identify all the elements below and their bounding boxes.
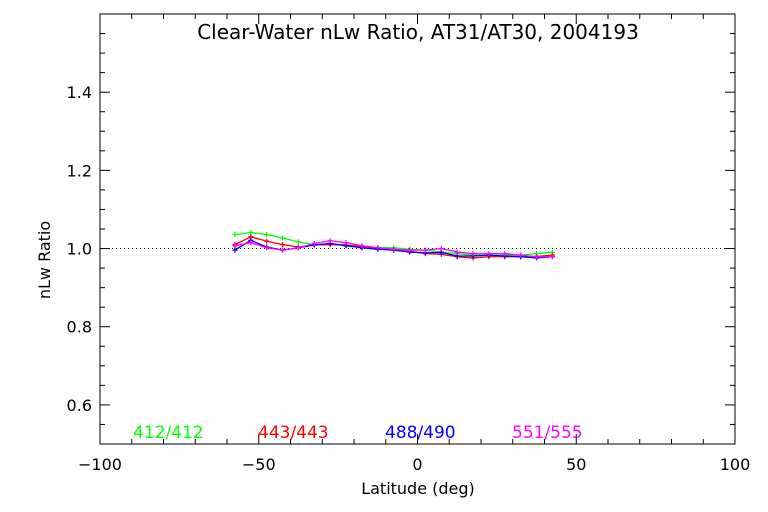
legend-entry: 412/412 xyxy=(133,423,204,443)
data-point xyxy=(280,247,286,253)
y-tick-label: 1.4 xyxy=(67,83,92,102)
data-point xyxy=(232,243,238,249)
data-point xyxy=(375,245,381,251)
data-point xyxy=(248,240,254,246)
data-point xyxy=(232,247,238,253)
data-point xyxy=(502,251,508,257)
y-tick-label: 1.0 xyxy=(67,240,92,259)
data-point xyxy=(264,238,270,244)
data-point xyxy=(518,252,524,258)
axis-ticks xyxy=(99,13,736,445)
y-tick-label: 0.8 xyxy=(67,318,92,337)
data-point xyxy=(280,242,286,248)
y-tick-label: 1.2 xyxy=(67,161,92,180)
legend-entry: 488/490 xyxy=(385,423,456,443)
data-point xyxy=(295,245,301,251)
series-group xyxy=(232,230,555,261)
x-tick-label: 50 xyxy=(566,455,586,474)
data-point xyxy=(343,240,349,246)
data-point xyxy=(470,251,476,257)
data-point xyxy=(264,245,270,251)
x-tick-label: 100 xyxy=(720,455,751,474)
x-axis-label: Latitude (deg) xyxy=(361,479,475,498)
y-axis-label: nLw Ratio xyxy=(35,221,54,299)
data-point xyxy=(549,254,555,260)
data-point xyxy=(534,254,540,260)
plot-frame xyxy=(99,13,736,445)
x-tick-label: −50 xyxy=(242,455,276,474)
data-point xyxy=(232,231,238,237)
data-point xyxy=(295,239,301,245)
x-tick-label: 0 xyxy=(412,455,422,474)
data-point xyxy=(264,231,270,237)
data-point xyxy=(438,246,444,252)
data-point xyxy=(327,238,333,244)
y-tick-label: 0.6 xyxy=(67,396,92,415)
data-point xyxy=(486,251,492,257)
data-point xyxy=(280,235,286,241)
data-point xyxy=(391,246,397,252)
legend: 412/412 443/443 488/490 551/555 xyxy=(133,423,583,443)
legend-entry: 551/555 xyxy=(512,423,583,443)
x-tick-label: −100 xyxy=(78,455,122,474)
data-point xyxy=(248,230,254,236)
data-point xyxy=(422,247,428,253)
x-tick-labels: −100 −50 0 50 100 xyxy=(78,455,750,474)
legend-entry: 443/443 xyxy=(258,423,329,443)
data-point xyxy=(359,243,365,249)
y-tick-labels: 0.6 0.8 1.0 1.2 1.4 xyxy=(67,83,92,415)
data-point xyxy=(311,240,317,246)
data-point xyxy=(407,247,413,253)
data-point xyxy=(454,249,460,255)
